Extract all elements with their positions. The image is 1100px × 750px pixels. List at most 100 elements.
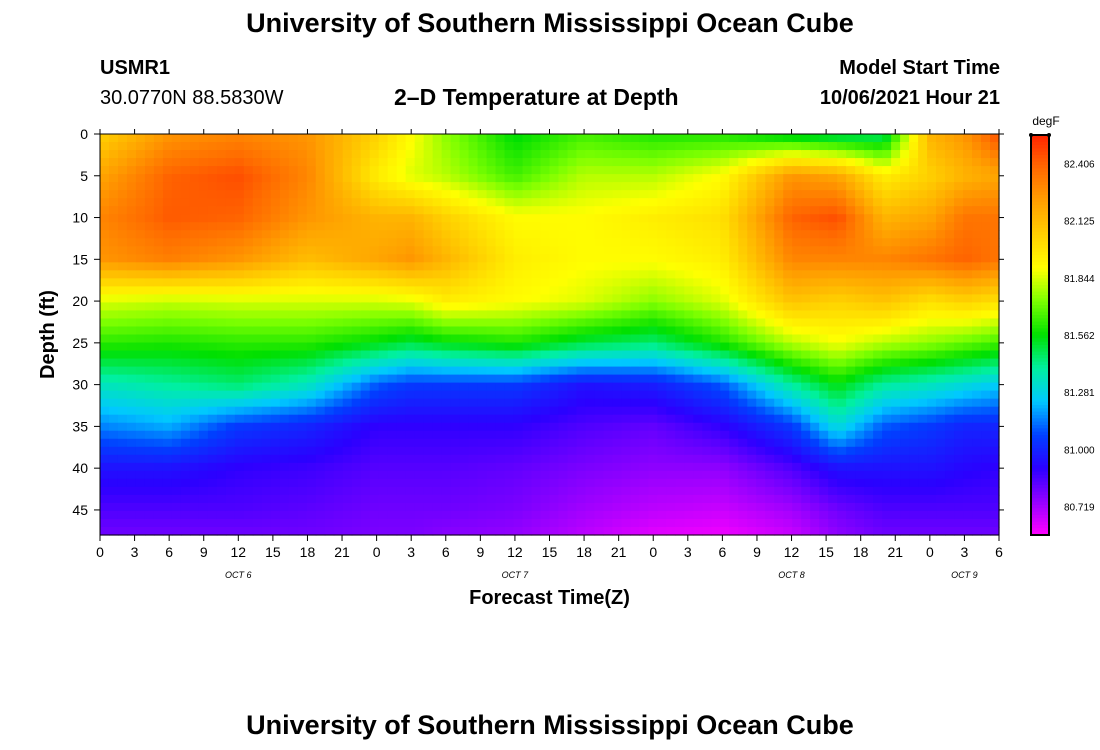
heatmap-cell bbox=[405, 214, 416, 223]
heatmap-cell bbox=[828, 510, 838, 520]
heatmap-cell bbox=[342, 486, 353, 496]
heatmap-cell bbox=[504, 510, 515, 520]
heatmap-cell bbox=[882, 238, 892, 247]
heatmap-cell bbox=[189, 270, 200, 279]
heatmap-cell bbox=[108, 518, 119, 528]
heatmap-cell bbox=[270, 262, 281, 271]
heatmap-cell bbox=[504, 294, 515, 304]
heatmap-cell bbox=[468, 374, 479, 384]
heatmap-cell bbox=[261, 294, 272, 304]
heatmap-cell bbox=[459, 158, 470, 167]
heatmap-cell bbox=[414, 222, 425, 231]
heatmap-cell bbox=[648, 262, 658, 271]
heatmap-cell bbox=[639, 454, 649, 464]
heatmap-cell bbox=[783, 390, 793, 400]
heatmap-cell bbox=[765, 422, 775, 432]
heatmap-cell bbox=[855, 262, 865, 271]
heatmap-cell bbox=[810, 446, 820, 456]
heatmap-cell bbox=[837, 502, 847, 512]
heatmap-cell bbox=[189, 374, 200, 384]
heatmap-cell bbox=[873, 310, 883, 320]
heatmap-cell bbox=[540, 310, 551, 320]
heatmap-cell bbox=[549, 214, 560, 223]
heatmap-cell bbox=[207, 446, 218, 456]
heatmap-cell bbox=[882, 478, 892, 488]
heatmap-cell bbox=[198, 446, 209, 456]
heatmap-cell bbox=[657, 454, 667, 464]
heatmap-cell bbox=[594, 190, 605, 199]
heatmap-cell bbox=[846, 454, 856, 464]
heatmap-cell bbox=[774, 502, 784, 512]
heatmap-cell bbox=[585, 430, 596, 440]
heatmap-cell bbox=[216, 414, 227, 424]
heatmap-cell bbox=[783, 198, 793, 207]
heatmap-cell bbox=[117, 398, 128, 408]
heatmap-cell bbox=[162, 398, 173, 408]
heatmap-cell bbox=[342, 134, 353, 143]
heatmap-cell bbox=[171, 182, 182, 191]
heatmap-cell bbox=[801, 478, 811, 488]
heatmap-cell bbox=[909, 406, 919, 416]
heatmap-cell bbox=[576, 206, 587, 215]
heatmap-cell bbox=[594, 502, 605, 512]
heatmap-cell bbox=[639, 158, 649, 167]
heatmap-cell bbox=[954, 230, 964, 239]
heatmap-cell bbox=[171, 190, 182, 199]
heatmap-cell bbox=[153, 342, 164, 352]
heatmap-cell bbox=[162, 454, 173, 464]
heatmap-cell bbox=[333, 342, 344, 352]
heatmap-cell bbox=[162, 494, 173, 504]
heatmap-cell bbox=[531, 198, 542, 207]
heatmap-cell bbox=[720, 246, 730, 255]
heatmap-cell bbox=[297, 278, 308, 287]
heatmap-cell bbox=[855, 422, 865, 432]
heatmap-cell bbox=[414, 198, 425, 207]
heatmap-cell bbox=[864, 422, 874, 432]
heatmap-cell bbox=[783, 414, 793, 424]
heatmap-cell bbox=[351, 374, 362, 384]
heatmap-cell bbox=[261, 510, 272, 520]
heatmap-cell bbox=[801, 286, 811, 295]
heatmap-cell bbox=[450, 518, 461, 528]
heatmap-cell bbox=[828, 278, 838, 287]
heatmap-cell bbox=[198, 174, 209, 183]
heatmap-cell bbox=[315, 286, 326, 295]
heatmap-cell bbox=[531, 494, 542, 504]
heatmap-cell bbox=[459, 134, 470, 143]
heatmap-cell bbox=[774, 334, 784, 344]
heatmap-cell bbox=[441, 414, 452, 424]
heatmap-cell bbox=[756, 174, 766, 183]
heatmap-cell bbox=[954, 446, 964, 456]
heatmap-cell bbox=[936, 422, 946, 432]
heatmap-cell bbox=[774, 310, 784, 320]
heatmap-cell bbox=[918, 470, 928, 480]
heatmap-cell bbox=[585, 398, 596, 408]
heatmap-cell bbox=[432, 470, 443, 480]
heatmap-cell bbox=[180, 446, 191, 456]
heatmap-cell bbox=[585, 462, 596, 472]
heatmap-cell bbox=[774, 150, 784, 159]
heatmap-cell bbox=[792, 230, 802, 239]
heatmap-cell bbox=[495, 494, 506, 504]
heatmap-cell bbox=[729, 510, 739, 520]
heatmap-cell bbox=[558, 510, 569, 520]
heatmap-cell bbox=[720, 398, 730, 408]
heatmap-cell bbox=[882, 302, 892, 312]
heatmap-cell bbox=[216, 318, 227, 328]
heatmap-cell bbox=[675, 430, 685, 440]
heatmap-cell bbox=[252, 326, 263, 336]
heatmap-cell bbox=[720, 518, 730, 528]
heatmap-cell bbox=[702, 302, 712, 312]
heatmap-cell bbox=[684, 470, 694, 480]
heatmap-cell bbox=[801, 374, 811, 384]
heatmap-cell bbox=[441, 318, 452, 328]
heatmap-cell bbox=[972, 142, 982, 151]
heatmap-cell bbox=[540, 294, 551, 304]
heatmap-cell bbox=[873, 390, 883, 400]
heatmap-cell bbox=[873, 166, 883, 175]
heatmap-cell bbox=[486, 150, 497, 159]
heatmap-cell bbox=[387, 526, 398, 536]
heatmap-cell bbox=[459, 182, 470, 191]
heatmap-cell bbox=[765, 438, 775, 448]
heatmap-cell bbox=[486, 246, 497, 255]
